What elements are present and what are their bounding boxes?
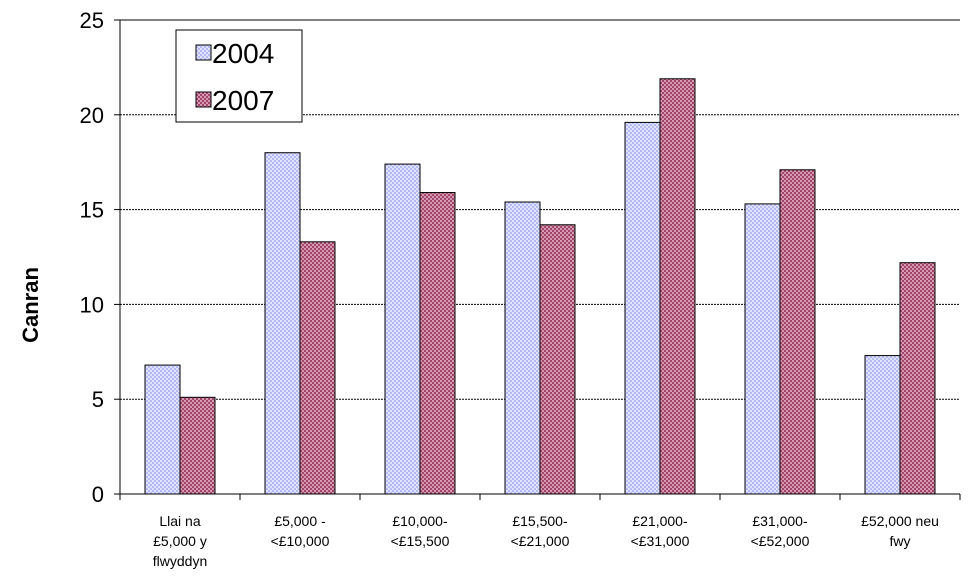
bar-2004-5 [744,203,781,495]
legend-label-2004: 2004 [212,38,274,69]
legend: 2004 2007 [175,29,303,123]
bars [144,78,936,495]
y-axis-title: Canran [18,267,43,343]
x-category-label: Llai na £5,000 y flwyddyn [153,513,207,569]
x-category-label: £21,000-<£31,000 [631,513,690,549]
x-category-labels: Llai na £5,000 y flwyddyn £5,000 -<£10,000 £… [153,513,939,569]
y-tick-labels: 0 5 10 15 20 25 [80,8,104,507]
bar-2004-0 [144,364,181,495]
y-tick-label: 5 [92,387,104,412]
bar-2007-6 [899,262,936,495]
x-category-label: £10,000-<£15,500 [391,513,450,549]
x-category-label: £52,000 neu fwy [861,513,939,549]
bar-2007-3 [539,224,576,495]
bar-2004-3 [504,201,541,495]
x-category-label: £31,000-<£52,000 [751,513,810,549]
bar-2007-5 [779,169,816,495]
x-category-label: £15,500-<£21,000 [511,513,570,549]
axes [114,19,961,500]
bar-2004-4 [624,121,661,495]
y-tick-label: 20 [80,103,104,128]
bar-2004-2 [384,163,421,495]
bar-2004-6 [864,355,901,495]
legend-label-2007: 2007 [212,85,274,116]
bar-2007-2 [419,192,456,495]
y-tick-label: 15 [80,198,104,223]
bar-2004-1 [264,152,301,495]
y-tick-label: 10 [80,292,104,317]
bar-2007-4 [659,78,696,495]
x-category-label: £5,000 -<£10,000 [271,513,330,549]
bar-2007-0 [179,396,216,495]
y-tick-label: 0 [92,482,104,507]
legend-swatch-2007 [195,91,212,108]
y-tick-label: 25 [80,8,104,33]
legend-swatch-2004 [195,44,212,61]
bar-2007-1 [299,241,336,495]
